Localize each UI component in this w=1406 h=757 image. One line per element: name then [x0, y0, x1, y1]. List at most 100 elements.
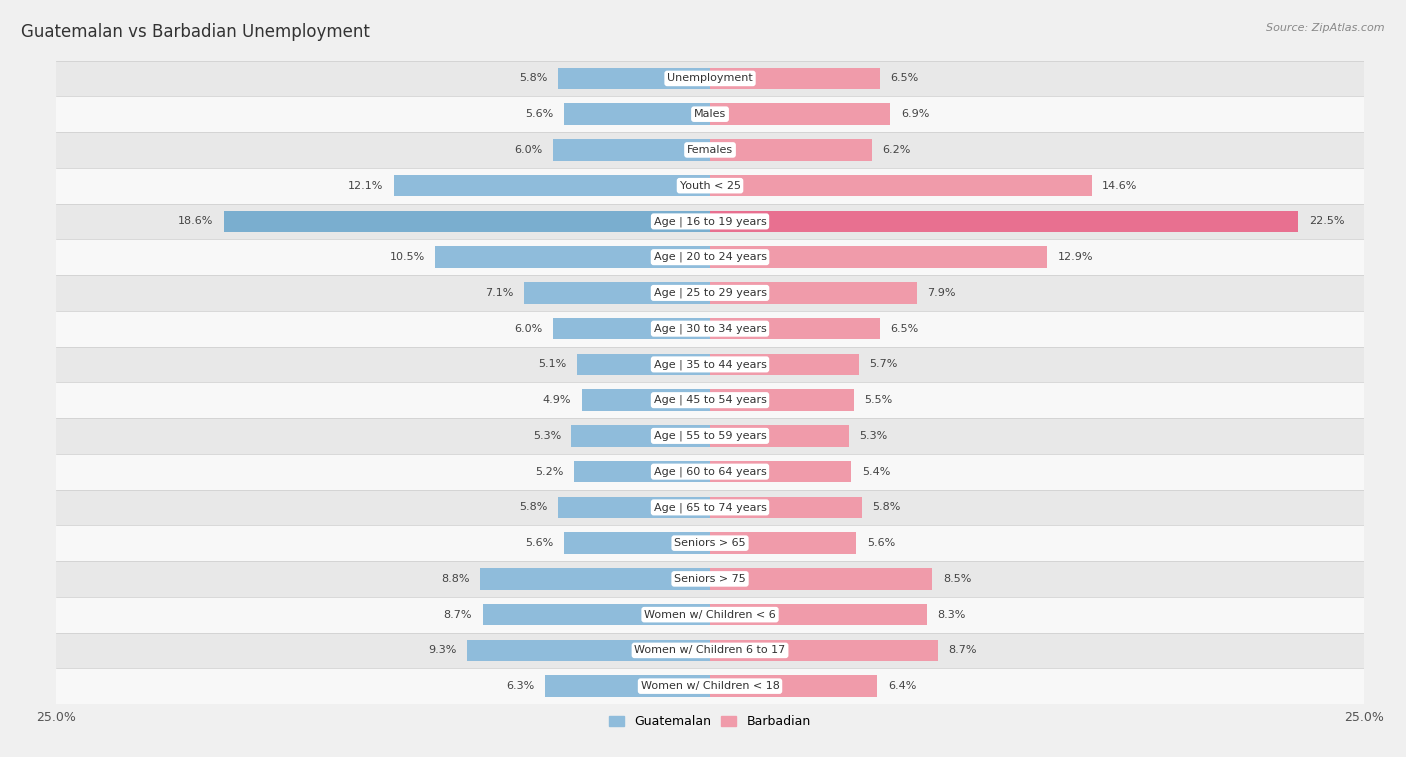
Bar: [710, 640, 938, 661]
Text: Age | 25 to 29 years: Age | 25 to 29 years: [654, 288, 766, 298]
Text: Unemployment: Unemployment: [668, 73, 752, 83]
Legend: Guatemalan, Barbadian: Guatemalan, Barbadian: [605, 710, 815, 733]
Text: 18.6%: 18.6%: [177, 217, 214, 226]
Bar: [582, 389, 710, 411]
Bar: [56, 490, 1364, 525]
Text: Women w/ Children 6 to 17: Women w/ Children 6 to 17: [634, 646, 786, 656]
Text: 12.1%: 12.1%: [347, 181, 382, 191]
Bar: [558, 497, 710, 518]
Text: 5.5%: 5.5%: [865, 395, 893, 405]
Text: 6.0%: 6.0%: [515, 324, 543, 334]
Text: 8.5%: 8.5%: [943, 574, 972, 584]
Bar: [56, 311, 1364, 347]
Bar: [576, 354, 710, 375]
Bar: [546, 675, 710, 697]
Bar: [710, 104, 890, 125]
Bar: [56, 96, 1364, 132]
Bar: [56, 168, 1364, 204]
Text: 14.6%: 14.6%: [1102, 181, 1137, 191]
Text: 5.4%: 5.4%: [862, 466, 890, 477]
Text: Age | 65 to 74 years: Age | 65 to 74 years: [654, 502, 766, 512]
Text: 5.8%: 5.8%: [519, 73, 548, 83]
Bar: [56, 418, 1364, 453]
Text: 10.5%: 10.5%: [389, 252, 425, 262]
Text: Males: Males: [695, 109, 725, 119]
Text: Women w/ Children < 6: Women w/ Children < 6: [644, 609, 776, 620]
Bar: [710, 139, 872, 160]
Bar: [56, 239, 1364, 275]
Text: Age | 45 to 54 years: Age | 45 to 54 years: [654, 395, 766, 406]
Text: Age | 55 to 59 years: Age | 55 to 59 years: [654, 431, 766, 441]
Text: Age | 30 to 34 years: Age | 30 to 34 years: [654, 323, 766, 334]
Bar: [56, 453, 1364, 490]
Bar: [224, 210, 710, 232]
Text: 8.3%: 8.3%: [938, 609, 966, 620]
Bar: [710, 497, 862, 518]
Bar: [482, 604, 710, 625]
Bar: [710, 282, 917, 304]
Text: 6.4%: 6.4%: [887, 681, 917, 691]
Text: 7.1%: 7.1%: [485, 288, 515, 298]
Text: 6.3%: 6.3%: [506, 681, 534, 691]
Bar: [56, 204, 1364, 239]
Bar: [56, 132, 1364, 168]
Text: 6.5%: 6.5%: [890, 324, 918, 334]
Text: 6.0%: 6.0%: [515, 145, 543, 155]
Text: Youth < 25: Youth < 25: [679, 181, 741, 191]
Text: 12.9%: 12.9%: [1057, 252, 1094, 262]
Text: Seniors > 65: Seniors > 65: [675, 538, 745, 548]
Bar: [436, 247, 710, 268]
Text: 5.3%: 5.3%: [533, 431, 561, 441]
Text: 5.6%: 5.6%: [524, 109, 553, 119]
Text: 5.6%: 5.6%: [524, 538, 553, 548]
Text: 5.8%: 5.8%: [872, 503, 901, 512]
Text: 5.8%: 5.8%: [519, 503, 548, 512]
Text: 4.9%: 4.9%: [543, 395, 571, 405]
Bar: [56, 561, 1364, 597]
Text: 5.7%: 5.7%: [869, 360, 898, 369]
Text: 8.7%: 8.7%: [443, 609, 472, 620]
Text: Women w/ Children < 18: Women w/ Children < 18: [641, 681, 779, 691]
Bar: [710, 675, 877, 697]
Text: Age | 35 to 44 years: Age | 35 to 44 years: [654, 359, 766, 369]
Bar: [710, 604, 927, 625]
Bar: [564, 104, 710, 125]
Text: 5.6%: 5.6%: [868, 538, 896, 548]
Text: 6.2%: 6.2%: [883, 145, 911, 155]
Bar: [56, 525, 1364, 561]
Bar: [710, 175, 1092, 196]
Text: Age | 20 to 24 years: Age | 20 to 24 years: [654, 252, 766, 263]
Bar: [553, 139, 710, 160]
Text: 6.5%: 6.5%: [890, 73, 918, 83]
Bar: [56, 61, 1364, 96]
Bar: [710, 532, 856, 554]
Bar: [710, 461, 851, 482]
Text: Guatemalan vs Barbadian Unemployment: Guatemalan vs Barbadian Unemployment: [21, 23, 370, 41]
Bar: [479, 569, 710, 590]
Bar: [710, 389, 853, 411]
Text: 8.8%: 8.8%: [441, 574, 470, 584]
Bar: [467, 640, 710, 661]
Text: 6.9%: 6.9%: [901, 109, 929, 119]
Bar: [710, 210, 1298, 232]
Bar: [56, 597, 1364, 633]
Bar: [571, 425, 710, 447]
Bar: [710, 247, 1047, 268]
Bar: [56, 668, 1364, 704]
Text: Age | 60 to 64 years: Age | 60 to 64 years: [654, 466, 766, 477]
Bar: [710, 569, 932, 590]
Bar: [710, 425, 849, 447]
Bar: [56, 382, 1364, 418]
Bar: [56, 347, 1364, 382]
Text: 5.1%: 5.1%: [538, 360, 567, 369]
Text: Source: ZipAtlas.com: Source: ZipAtlas.com: [1267, 23, 1385, 33]
Bar: [710, 318, 880, 339]
Text: 5.2%: 5.2%: [536, 466, 564, 477]
Bar: [553, 318, 710, 339]
Text: 22.5%: 22.5%: [1309, 217, 1344, 226]
Bar: [710, 354, 859, 375]
Bar: [394, 175, 710, 196]
Bar: [524, 282, 710, 304]
Bar: [56, 633, 1364, 668]
Bar: [710, 67, 880, 89]
